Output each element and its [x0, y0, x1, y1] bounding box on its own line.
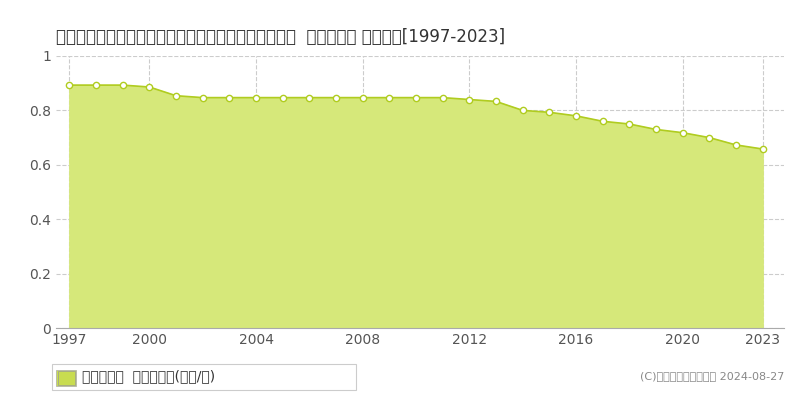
Text: 宮崎県東臼杵郡椎葉村大字下福良字山中２２７番６０  基準地価格 地価推移[1997-2023]: 宮崎県東臼杵郡椎葉村大字下福良字山中２２７番６０ 基準地価格 地価推移[1997… — [56, 28, 505, 46]
Text: (C)土地価格ドットコム 2024-08-27: (C)土地価格ドットコム 2024-08-27 — [640, 371, 784, 381]
Text: 基準地価格  平均坪単価(万円/坪): 基準地価格 平均坪単価(万円/坪) — [82, 369, 214, 383]
